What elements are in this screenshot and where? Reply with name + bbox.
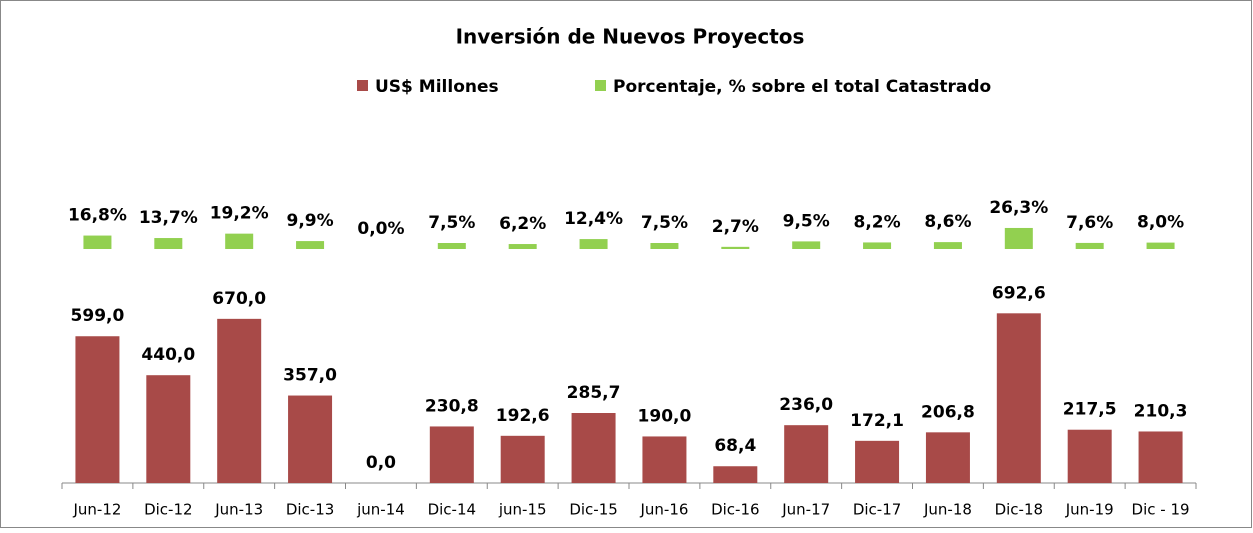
data-label: 8,0% xyxy=(1137,213,1184,233)
data-label: 12,4% xyxy=(564,209,623,229)
investment-bar xyxy=(571,413,616,483)
data-label: 599,0 xyxy=(71,306,125,326)
x-tick-label: Jun-13 xyxy=(214,501,263,519)
investment-bar xyxy=(429,426,474,483)
x-tick-label: jun-15 xyxy=(498,501,547,519)
investment-bar xyxy=(146,375,191,483)
x-tick-label: Dic-18 xyxy=(995,501,1043,519)
data-label: 7,6% xyxy=(1066,213,1113,233)
investment-bar xyxy=(855,440,900,483)
percent-bar xyxy=(437,243,466,249)
investment-bar xyxy=(1138,431,1183,483)
data-label: 16,8% xyxy=(68,206,127,226)
data-label: 217,5 xyxy=(1063,400,1117,420)
legend-swatch xyxy=(357,80,368,91)
x-tick-label: Dic - 19 xyxy=(1132,501,1190,519)
x-tick-label: Dic-13 xyxy=(286,501,334,519)
data-label: 236,0 xyxy=(779,395,833,415)
investment-bar xyxy=(217,318,262,483)
x-tick-label: jun-14 xyxy=(356,501,405,519)
x-tick-label: Dic-17 xyxy=(853,501,901,519)
data-label: 357,0 xyxy=(283,366,337,386)
percent-bar xyxy=(154,238,183,249)
x-tick-label: Jun-16 xyxy=(639,501,688,519)
data-label: 285,7 xyxy=(567,383,621,403)
x-tick-label: Dic-15 xyxy=(569,501,617,519)
percent-bar xyxy=(83,235,112,249)
investment-bar xyxy=(713,466,758,483)
data-label: 2,7% xyxy=(712,217,759,237)
data-label: 19,2% xyxy=(210,204,269,224)
investment-bar xyxy=(75,336,120,483)
investment-bar xyxy=(642,436,687,483)
percent-bar xyxy=(225,233,254,249)
data-label: 9,5% xyxy=(783,211,830,231)
data-label: 7,5% xyxy=(428,213,475,233)
legend-label: US$ Millones xyxy=(375,77,499,97)
data-label: 692,6 xyxy=(992,283,1046,303)
x-tick-label: Jun-18 xyxy=(923,501,972,519)
percent-bar xyxy=(579,239,608,249)
x-tick-label: Jun-19 xyxy=(1065,501,1114,519)
data-label: 8,2% xyxy=(853,212,900,232)
investment-bar xyxy=(925,432,970,483)
legend-label: Porcentaje, % sobre el total Catastrado xyxy=(613,77,991,97)
percent-bar xyxy=(1075,242,1104,249)
data-label: 440,0 xyxy=(141,345,195,365)
data-label: 6,2% xyxy=(499,214,546,234)
data-label: 192,6 xyxy=(496,406,550,426)
x-tick-label: Dic-14 xyxy=(428,501,476,519)
data-label: 13,7% xyxy=(139,208,198,228)
data-label: 68,4 xyxy=(714,436,756,456)
percent-bar xyxy=(721,246,750,249)
investment-bar xyxy=(288,395,333,483)
data-label: 7,5% xyxy=(641,213,688,233)
data-label: 172,1 xyxy=(850,411,904,431)
percent-bar xyxy=(863,242,892,249)
percent-bar xyxy=(508,244,537,249)
data-label: 210,3 xyxy=(1134,401,1188,421)
data-label: 670,0 xyxy=(212,289,266,309)
data-label: 0,0 xyxy=(366,453,396,473)
investment-bar xyxy=(1067,429,1112,483)
x-tick-label: Dic-16 xyxy=(711,501,759,519)
data-label: 206,8 xyxy=(921,402,975,422)
data-label: 0,0% xyxy=(357,219,404,239)
x-tick-label: Jun-17 xyxy=(781,501,830,519)
x-tick-label: Jun-12 xyxy=(72,501,121,519)
data-label: 26,3% xyxy=(989,198,1048,218)
legend-swatch xyxy=(595,80,606,91)
percent-bar xyxy=(1004,227,1033,249)
investment-bar xyxy=(996,313,1041,483)
percent-bar xyxy=(296,241,325,249)
percent-bar xyxy=(650,243,679,249)
data-label: 9,9% xyxy=(286,211,333,231)
chart-title: Inversión de Nuevos Proyectos xyxy=(456,25,805,49)
percent-bar xyxy=(1146,242,1175,249)
data-label: 8,6% xyxy=(924,212,971,232)
percent-bar xyxy=(792,241,821,249)
percent-bar xyxy=(933,242,962,249)
x-tick-label: Dic-12 xyxy=(144,501,192,519)
investment-bar xyxy=(500,435,545,483)
data-label: 190,0 xyxy=(638,406,692,426)
data-label: 230,8 xyxy=(425,396,479,416)
investment-bar xyxy=(784,425,829,483)
